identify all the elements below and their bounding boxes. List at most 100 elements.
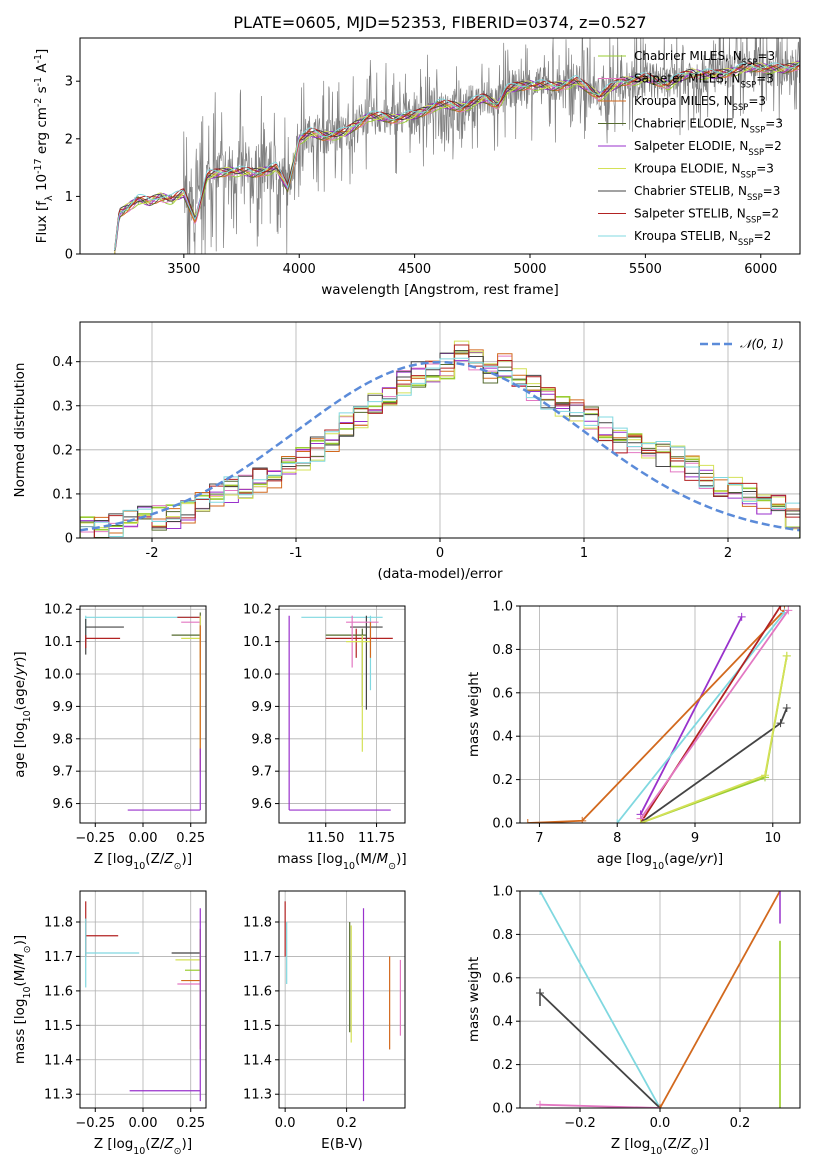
y-tick-label: 9.6 [52, 797, 73, 812]
label-part: ( [12, 981, 28, 986]
label-part: age [log [12, 722, 28, 777]
y-tick-label: 9.6 [251, 797, 272, 812]
label-part: Z/ [151, 851, 165, 867]
weight-marker [776, 606, 785, 610]
legend-text: Chabrier ELODIE, N [634, 117, 750, 131]
label-part: s [34, 86, 50, 97]
label-part: 10 [22, 710, 33, 722]
label-part: ( [145, 851, 150, 867]
legend-label: Chabrier MILES, NSSP=3 [634, 49, 775, 67]
weight-line [640, 655, 788, 823]
x-axis-label: Z [log10(Z/Z⊙)] [94, 851, 192, 872]
x-tick-label: 0.0 [275, 1116, 296, 1131]
x-axis-label: Z [log10(Z/Z⊙)] [611, 1136, 709, 1157]
label-part: ⊙ [388, 861, 396, 872]
y-tick-label: 11.4 [243, 1053, 272, 1068]
y-tick-label: 0.4 [492, 730, 513, 745]
label-part: Z [163, 1136, 174, 1152]
axes-age-vs-Z: −0.25 0.00 0.25 9.6 9.7 9.8 9.9 10.0 10.1 10.2 Z [… [12, 603, 207, 872]
label-part: data-model) [383, 566, 466, 582]
x-tick-label: 11.50 [307, 831, 344, 846]
label-part: mass [log [12, 999, 28, 1065]
legend-text: =2 [754, 229, 772, 243]
y-tick-label: 0 [65, 248, 73, 263]
legend-label: Salpeter ELODIE, NSSP=2 [634, 139, 782, 157]
legend: 𝒩(0, 1) [700, 337, 784, 351]
y-axis-label: mass weight [466, 672, 482, 757]
legend-label: Salpeter MILES, NSSP=3 [634, 72, 774, 90]
label-part: A [34, 63, 50, 77]
y-tick-label: 9.8 [251, 732, 272, 747]
legend-text: Kroupa STELIB, N [634, 229, 738, 243]
label-part: -2 [33, 98, 44, 107]
weight-line [659, 891, 781, 1108]
x-tick-label: 5500 [629, 262, 662, 277]
axes-frame [519, 605, 801, 824]
label-part: 10 [34, 174, 50, 195]
label-part: Z [log [94, 1136, 133, 1152]
y-tick-label: 10.0 [243, 668, 272, 683]
label-part: Z [log [94, 851, 133, 867]
label-part: yr [698, 851, 714, 867]
y-tick-label: 0.0 [492, 817, 513, 832]
label-part: ] [34, 49, 50, 54]
label-part: M/ [12, 965, 28, 982]
y-tick-label: 11.6 [44, 984, 73, 999]
x-tick-label: 11.75 [358, 831, 395, 846]
plot-area [288, 615, 393, 811]
label-part: -1 [33, 54, 44, 63]
label-part: ( [12, 705, 28, 710]
model-spectrum [114, 61, 800, 251]
x-tick-label: 2 [724, 546, 732, 561]
x-tick-label: -1 [290, 546, 303, 561]
label-part: ] [187, 1136, 192, 1152]
x-axis-label: E(B-V) [321, 1136, 363, 1152]
model-spectrum [114, 64, 800, 254]
y-axis-label: mass weight [466, 957, 482, 1042]
x-tick-label: 0.25 [176, 831, 205, 846]
legend-label: Chabrier ELODIE, NSSP=3 [634, 117, 783, 135]
label-part: Z [680, 1136, 691, 1152]
weight-marker [761, 771, 769, 780]
weight-marker [784, 606, 793, 615]
label-part: ) [182, 851, 187, 867]
model-spectrum [114, 62, 800, 249]
x-tick-label: 5000 [513, 262, 546, 277]
legend-sub: SSP [747, 192, 763, 202]
legend: Chabrier MILES, NSSP=3 Salpeter MILES, NS… [598, 49, 783, 247]
y-tick-label: 9.7 [52, 765, 73, 780]
weight-marker [613, 819, 622, 823]
gridlines [279, 606, 405, 823]
y-tick-label: 0.4 [492, 1015, 513, 1030]
y-tick-label: 10.0 [44, 668, 73, 683]
y-tick-label: 10.1 [243, 635, 272, 650]
y-tick-label: 0.3 [52, 399, 73, 414]
label-part: / [465, 566, 470, 582]
weight-marker [776, 719, 785, 728]
label-part: error [470, 566, 503, 582]
label-part: 10 [133, 861, 145, 872]
legend-label: Chabrier STELIB, NSSP=3 [634, 184, 780, 202]
x-tick-label: 0.2 [336, 1116, 357, 1131]
label-part: Z [163, 851, 174, 867]
legend-text: =3 [756, 72, 774, 86]
label-part: ⊙ [174, 861, 182, 872]
y-axis-label: Normed distribution [12, 363, 28, 498]
weight-line [527, 609, 786, 823]
model-spectrum [114, 66, 800, 253]
weight-line [639, 609, 790, 820]
legend-text: Chabrier STELIB, N [634, 184, 747, 198]
axes-frame [79, 37, 801, 255]
weight-line [640, 655, 788, 823]
y-tick-label: 11.3 [44, 1088, 73, 1103]
label-part: ] [187, 851, 192, 867]
legend-sub: SSP [741, 170, 757, 180]
weight-line [539, 891, 661, 1108]
plot-area [85, 901, 201, 1102]
label-part: 10 [652, 861, 664, 872]
y-tick-label: 11.8 [243, 916, 272, 931]
legend-sub: SSP [741, 80, 757, 90]
label-part: ) [396, 851, 401, 867]
y-tick-label: 10.2 [44, 603, 73, 618]
